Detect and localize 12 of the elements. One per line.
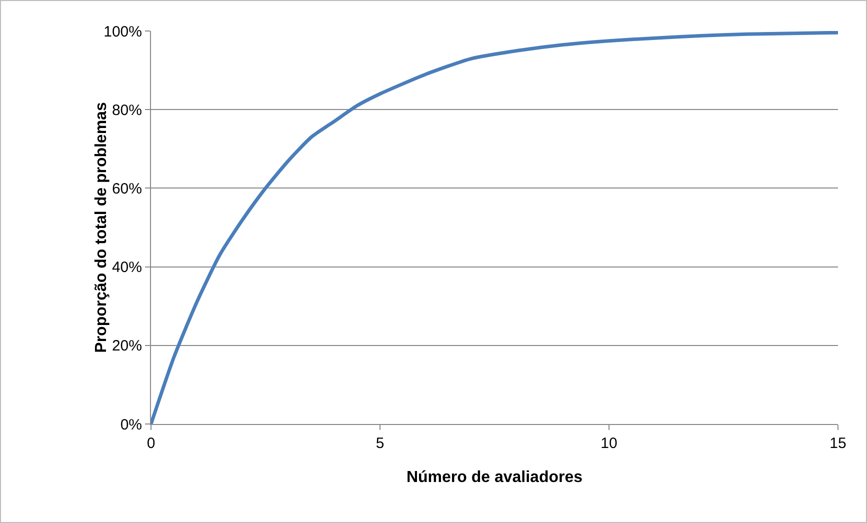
y-tick-label: 0% <box>120 416 142 434</box>
y-tick-label: 80% <box>112 102 142 119</box>
y-axis-title: Proporção do total de problemas <box>92 102 110 353</box>
x-tick-label: 5 <box>376 435 384 452</box>
y-tick-label: 100% <box>104 23 142 40</box>
x-axis-title: Número de avaliadores <box>406 469 583 486</box>
y-tick-label: 40% <box>112 259 142 276</box>
x-tick-label: 0 <box>146 435 156 452</box>
x-tick-label: 15 <box>830 435 846 452</box>
y-tick-label: 20% <box>112 338 142 355</box>
x-tick-label: 10 <box>600 435 618 452</box>
y-tick-label: 60% <box>112 180 142 198</box>
